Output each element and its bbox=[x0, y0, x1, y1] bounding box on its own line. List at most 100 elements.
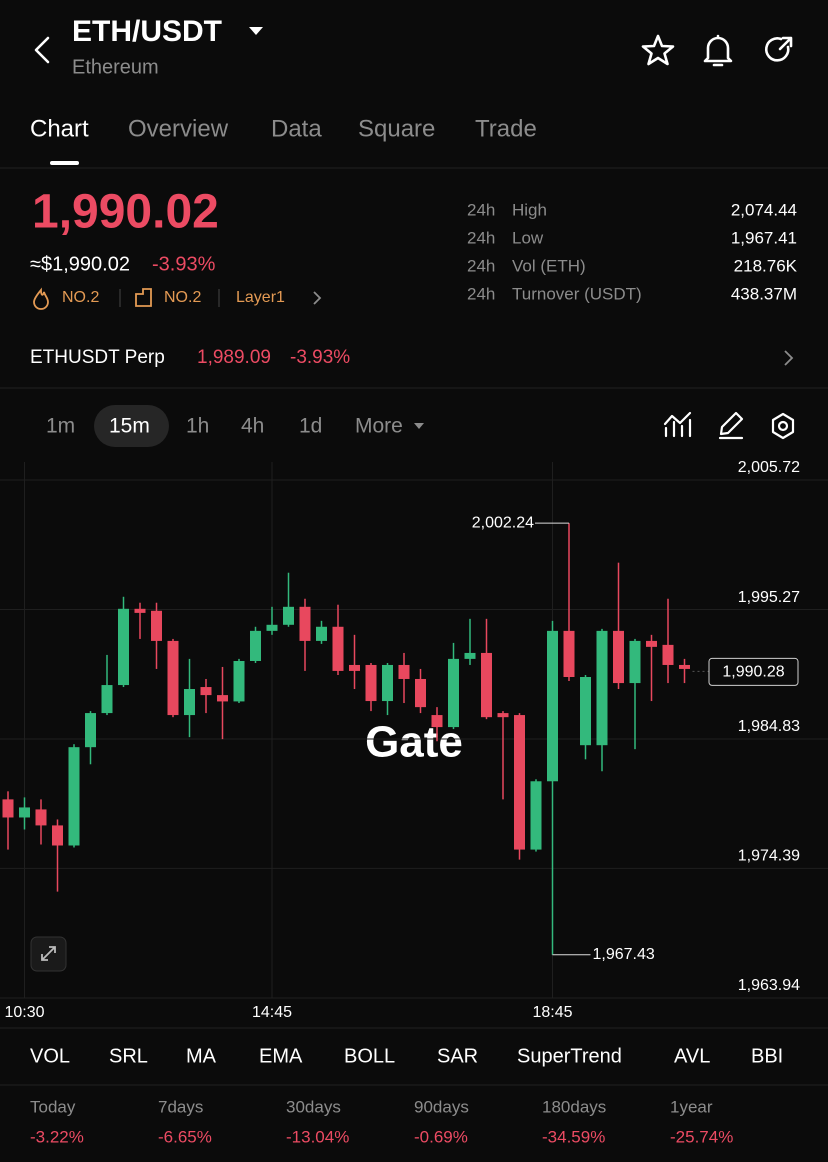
settings-button[interactable] bbox=[771, 412, 795, 440]
candle-body bbox=[382, 664, 393, 702]
stat-period: 24h bbox=[467, 284, 495, 303]
candle-body bbox=[151, 610, 162, 641]
stat-label: High bbox=[512, 200, 547, 219]
performance-period: Today bbox=[30, 1097, 76, 1116]
watermark: Gate bbox=[365, 718, 463, 767]
indicator-tab[interactable]: AVL bbox=[674, 1045, 710, 1067]
performance-change: -6.65% bbox=[158, 1127, 212, 1146]
interval[interactable]: 1h bbox=[186, 415, 209, 438]
perp-name: ETHUSDT Perp bbox=[30, 347, 165, 368]
x-tick-label: 14:45 bbox=[252, 1004, 292, 1021]
interval-more[interactable]: More bbox=[355, 415, 403, 438]
share-button[interactable] bbox=[764, 36, 793, 62]
stat-label: Vol (ETH) bbox=[512, 256, 586, 275]
candle-body bbox=[101, 685, 113, 714]
stat-period: 24h bbox=[467, 200, 495, 219]
candle-body bbox=[217, 695, 228, 702]
last-price-label: 1,990.28 bbox=[722, 664, 784, 681]
performance-period: 7days bbox=[158, 1097, 203, 1116]
perp-change: -3.93% bbox=[290, 347, 350, 368]
candle-body bbox=[118, 608, 129, 686]
candle-body bbox=[448, 658, 459, 728]
low-label: 1,967.43 bbox=[593, 946, 655, 963]
alert-button[interactable] bbox=[703, 34, 733, 67]
indicator-bar: VOL SRL MA EMA BOLL SAR SuperTrend AVL BBI bbox=[30, 1045, 783, 1067]
candle-body bbox=[250, 630, 261, 662]
candle-body bbox=[19, 807, 30, 818]
candle-body bbox=[52, 825, 63, 846]
performance-change: -34.59% bbox=[542, 1127, 605, 1146]
indicator-button[interactable] bbox=[663, 411, 692, 438]
stat-label: Turnover (USDT) bbox=[512, 284, 642, 303]
pair-subtitle: Ethereum bbox=[72, 56, 159, 78]
y-tick-label: 1,984.83 bbox=[738, 718, 800, 735]
back-button[interactable] bbox=[34, 36, 50, 64]
indicator-tab[interactable]: SRL bbox=[109, 1045, 148, 1067]
candle-body bbox=[629, 640, 641, 684]
rank-tag[interactable]: NO.2 bbox=[62, 289, 99, 306]
indicator-tab[interactable]: MA bbox=[186, 1045, 217, 1067]
interval-active-bg bbox=[94, 405, 169, 447]
candle-body bbox=[464, 652, 476, 659]
candle-body bbox=[580, 676, 591, 746]
interval-active[interactable]: 15m bbox=[109, 415, 150, 438]
favorite-button[interactable] bbox=[641, 34, 675, 66]
performance-change: -25.74% bbox=[670, 1127, 733, 1146]
stat-value: 438.37M bbox=[731, 284, 797, 303]
candle-body bbox=[283, 606, 294, 625]
candle-body bbox=[200, 687, 212, 696]
performance-period: 1year bbox=[670, 1097, 713, 1116]
draw-button[interactable] bbox=[718, 411, 744, 440]
pair-title[interactable]: ETH/USDT bbox=[72, 15, 222, 48]
tab[interactable]: Square bbox=[358, 115, 435, 142]
tab-indicator bbox=[50, 161, 79, 165]
tab[interactable]: Trade bbox=[475, 115, 537, 142]
interval[interactable]: 4h bbox=[241, 415, 264, 438]
indicator-tab[interactable]: SAR bbox=[437, 1045, 478, 1067]
candle-body bbox=[415, 678, 426, 708]
stats: 24h High 2,074.44 24h Low 1,967.41 24h V… bbox=[467, 200, 798, 303]
interval[interactable]: 1m bbox=[46, 415, 75, 438]
high-label: 2,002.24 bbox=[472, 514, 534, 531]
candle-body bbox=[530, 781, 542, 850]
candle-body bbox=[431, 715, 443, 728]
performance-row: Today -3.22% 7days -6.65% 30days -13.04% 90day… bbox=[30, 1097, 733, 1146]
pair-dropdown[interactable] bbox=[249, 27, 263, 35]
tab-active[interactable]: Chart bbox=[30, 115, 89, 142]
tags-more[interactable] bbox=[313, 291, 322, 305]
perp-chevron bbox=[784, 350, 794, 366]
settings-button-dot bbox=[777, 420, 789, 432]
candle-body bbox=[167, 640, 179, 716]
indicator-tab[interactable]: EMA bbox=[259, 1045, 303, 1067]
candle-body bbox=[514, 715, 525, 850]
more-caret bbox=[414, 423, 424, 429]
interval[interactable]: 1d bbox=[299, 415, 322, 438]
indicator-tab[interactable]: VOL bbox=[30, 1045, 70, 1067]
indicator-tab[interactable]: BBI bbox=[751, 1045, 783, 1067]
candle-body bbox=[332, 626, 344, 671]
tab[interactable]: Overview bbox=[128, 115, 229, 142]
candle-body bbox=[134, 608, 146, 613]
candle-body bbox=[679, 664, 690, 669]
fullscreen-icon bbox=[41, 946, 56, 961]
indicator-tab[interactable]: BOLL bbox=[344, 1045, 395, 1067]
hot-icon bbox=[33, 287, 49, 310]
last-price-box bbox=[708, 657, 799, 686]
performance-change: -3.22% bbox=[30, 1127, 84, 1146]
rank-tag[interactable]: NO.2 bbox=[164, 289, 201, 306]
indicator-tab[interactable]: SuperTrend bbox=[517, 1045, 622, 1067]
candle-body bbox=[596, 630, 608, 746]
price-change: -3.93% bbox=[152, 253, 216, 275]
last-price: 1,990.02 bbox=[32, 186, 219, 239]
candle-body bbox=[184, 689, 195, 716]
candlestick-chart: Gate 2,005.72 1,995.27 1,984.83 1,974.39 1,96… bbox=[0, 459, 828, 1021]
category-tag[interactable]: Layer1 bbox=[236, 289, 285, 306]
candle-body bbox=[365, 664, 377, 702]
y-tick-label: 1,995.27 bbox=[738, 589, 800, 606]
candle-body bbox=[68, 747, 80, 846]
tab[interactable]: Data bbox=[271, 115, 322, 142]
y-tick-label: 2,005.72 bbox=[738, 459, 800, 476]
candle-body bbox=[299, 606, 311, 641]
performance-change: -13.04% bbox=[286, 1127, 349, 1146]
